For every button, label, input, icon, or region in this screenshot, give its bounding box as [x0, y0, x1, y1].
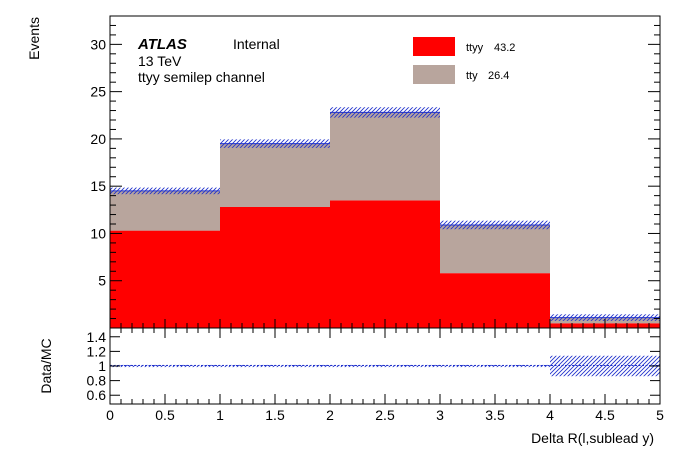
ratio-band-0 — [110, 364, 220, 368]
bar-tty-1 — [220, 143, 330, 207]
ratio-y-axis-label: Data/MC — [38, 338, 54, 393]
atlas-label: ATLAS — [137, 36, 187, 53]
legend-name-tty: tty — [466, 70, 478, 82]
x-tick-label: 2 — [326, 407, 334, 423]
ratio-y-tick-label: 0.6 — [87, 387, 107, 403]
main-pad: 5 10 15 20 25 30 — [90, 15, 661, 329]
y-tick-label: 30 — [90, 36, 106, 52]
y-tick-label: 10 — [90, 225, 106, 241]
x-tick-label: 3 — [436, 407, 444, 423]
legend-name-ttyy: ttyy — [466, 42, 484, 54]
y-tick-label: 25 — [90, 84, 106, 100]
y-tick-label: 5 — [98, 273, 106, 289]
y-tick-label: 20 — [90, 131, 106, 147]
energy-label: 13 TeV — [138, 53, 182, 69]
y-axis-label: Events — [26, 17, 42, 60]
ratio-axis-ticks: 0.60.811.21.40 0.5 1 1.5 2 2.5 3 3.5 4 4.5 5 — [87, 328, 664, 423]
stacked-bars — [110, 112, 660, 328]
x-tick-label: 5 — [656, 407, 664, 423]
ratio-y-tick-label: 1.2 — [87, 343, 107, 359]
x-tick-label: 1 — [216, 407, 224, 423]
bar-ttyy-2 — [330, 200, 440, 328]
x-tick-label: 4.5 — [595, 407, 615, 423]
internal-label: Internal — [233, 36, 280, 52]
legend: ttyy 43.2 tty 26.4 — [413, 37, 515, 84]
bar-ttyy-0 — [110, 230, 220, 328]
main-axis-ticks: 5 10 15 20 25 30 — [90, 24, 661, 328]
bar-tty-0 — [110, 190, 220, 231]
x-tick-label: 0 — [106, 407, 114, 423]
ratio-y-tick-label: 1 — [98, 358, 106, 374]
mc-uncertainty-band — [110, 107, 660, 321]
channel-label: ttyy semilep channel — [138, 69, 265, 85]
y-tick-label: 15 — [90, 178, 106, 194]
legend-swatch-ttyy — [413, 37, 455, 56]
x-axis-label: Delta R(l,sublead y) — [531, 430, 654, 446]
x-tick-label: 2.5 — [375, 407, 395, 423]
bar-tty-3 — [440, 224, 550, 274]
legend-value-tty: 26.4 — [488, 70, 509, 82]
x-tick-label: 1.5 — [265, 407, 285, 423]
ratio-y-tick-label: 0.8 — [87, 373, 107, 389]
ratio-pad: 0.60.811.21.40 0.5 1 1.5 2 2.5 3 3.5 4 4.5 5 — [87, 327, 664, 423]
x-tick-label: 0.5 — [155, 407, 175, 423]
legend-swatch-tty — [413, 65, 455, 84]
x-tick-label: 3.5 — [485, 407, 505, 423]
x-tick-label: 4 — [546, 407, 554, 423]
bar-ttyy-3 — [440, 273, 550, 328]
bar-tty-2 — [330, 112, 440, 201]
legend-value-ttyy: 43.2 — [494, 42, 515, 54]
bar-ttyy-1 — [220, 206, 330, 328]
ratio-y-tick-label: 1.4 — [87, 329, 107, 345]
